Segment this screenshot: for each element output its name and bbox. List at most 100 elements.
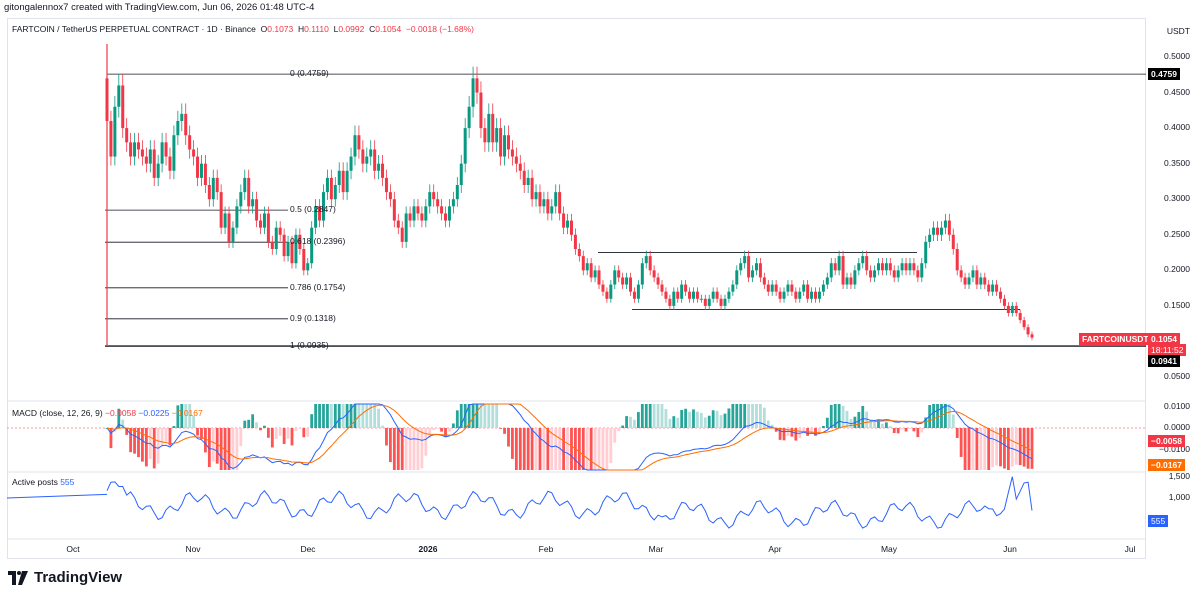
candle-body [660,284,664,292]
macd-histogram-bar [636,412,640,428]
candle-body [691,291,695,299]
candle-body [723,298,727,306]
candle-body [782,291,786,299]
candle-body [554,192,558,207]
candle-body [207,185,211,200]
candle-body [739,263,743,271]
candle-body [558,192,562,214]
price-axis-label: 0.0500 [1164,371,1190,381]
macd-histogram-bar [979,428,983,470]
macd-histogram-bar [243,420,247,428]
candle-body [821,284,825,292]
candle-body [817,291,821,299]
macd-histogram-bar [613,428,617,443]
candle-body [345,170,349,193]
candle-body [522,170,526,185]
macd-signal-tag: −0.0167 [1148,459,1185,471]
macd-histogram-bar [444,428,447,437]
candle-body [341,170,345,193]
macd-histogram-bar [711,410,715,428]
macd-histogram-bar [593,428,597,470]
macd-histogram-bar [400,428,404,470]
macd-histogram-bar [278,428,282,436]
chart-frame [7,18,1146,559]
candle-body [440,206,444,214]
macd-histogram-bar [904,428,908,432]
candle-body [117,85,121,107]
macd-legend: MACD (close, 12, 26, 9) −0.0058 −0.0225 … [12,408,203,418]
candle-body [491,113,495,143]
candle-body [617,270,621,278]
macd-histogram-bar [1006,428,1010,470]
macd-histogram-bar [668,418,672,428]
candle-body [916,270,920,278]
candle-body [109,121,113,157]
macd-histogram-bar [696,411,699,428]
active-axis-label: 1,500 [1168,471,1190,481]
candle-body [766,284,770,292]
candle-body [585,263,589,271]
candle-body [967,277,971,285]
candle-body [770,284,774,292]
macd-histogram-bar [503,428,506,434]
candle-body [148,149,152,164]
time-axis-label: Mar [648,544,664,554]
macd-line [106,403,1033,471]
macd-histogram-bar [920,428,924,433]
macd-histogram-bar [522,428,526,470]
candle-body [625,277,629,285]
macd-histogram-bar [219,428,223,470]
candle-body [936,227,940,235]
candle-body [196,156,200,178]
candle-body [377,163,381,171]
macd-histogram-bar [424,428,428,456]
candle-body [719,298,723,306]
price-axis-label: 0.4000 [1164,122,1190,133]
macd-histogram-bar [215,428,219,464]
candle-body [1014,305,1018,313]
macd-histogram-bar [133,428,136,454]
macd-signal-value: −0.0167 [171,408,203,418]
macd-histogram-bar [589,428,593,470]
candle-body [703,298,707,306]
macd-histogram-bar [373,404,377,428]
macd-histogram-bar [223,428,227,470]
macd-histogram-bar [896,428,900,434]
candle-body [995,284,999,292]
macd-histogram-bar [333,404,337,428]
macd-histogram-bar [385,428,388,446]
macd-histogram-bar [951,414,955,428]
candle-body [566,220,570,228]
macd-histogram-bar [459,404,463,428]
candle-body [526,177,530,185]
candle-body [262,213,266,228]
candle-body [475,78,479,93]
macd-histogram-bar [436,428,440,429]
candle-body [365,156,369,164]
candle-body [459,163,463,185]
macd-histogram-bar [392,428,396,470]
macd-histogram-bar [286,428,290,439]
macd-histogram-bar [554,428,558,470]
candle-body [865,256,869,271]
candle-body [711,291,715,299]
candle-body [133,142,137,157]
macd-histogram-bar [507,428,510,447]
macd-histogram-bar [715,410,719,428]
macd-histogram-bar [125,428,129,435]
candle-body [227,213,231,242]
candle-body [987,284,991,292]
time-axis-label: Dec [300,544,316,554]
candle-body [176,121,180,136]
candle-body [471,78,475,107]
tradingview-brand[interactable]: TradingView [8,569,122,586]
candle-body [314,206,318,228]
active-axis-label: 1,000 [1168,492,1190,502]
candle-body [321,192,325,221]
candle-body [286,241,290,257]
candle-body [758,263,762,278]
candle-body [786,284,790,292]
macd-histogram-bar [660,404,664,428]
macd-histogram-bar [491,404,495,428]
